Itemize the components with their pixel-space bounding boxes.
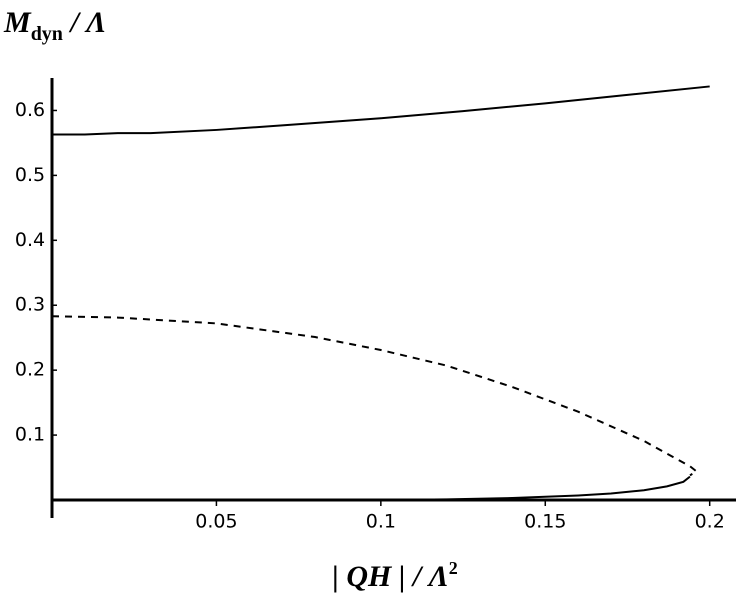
- x-tick-label: 0.2: [695, 511, 725, 533]
- series-line: [51, 315, 699, 477]
- x-tick-label: 0.1: [366, 511, 396, 533]
- y-label-rest: / Λ: [63, 6, 106, 39]
- y-tick-label: 0.6: [15, 99, 45, 121]
- y-tick-label: 0.1: [15, 424, 45, 446]
- y-tick-label: 0.5: [15, 164, 45, 186]
- series-line: [52, 85, 710, 136]
- y-tick-label: 0.3: [15, 294, 45, 316]
- y-label-main: M: [3, 6, 32, 39]
- x-label-sup: 2: [449, 558, 458, 578]
- y-tick-label: 0.2: [15, 359, 45, 381]
- x-axis-label: | QH | / Λ2: [332, 558, 458, 593]
- x-label-main: | QH | / Λ: [332, 560, 449, 593]
- y-label-sub: dyn: [31, 23, 63, 45]
- x-tick-label: 0.15: [524, 511, 566, 533]
- y-axis-label: Mdyn / Λ: [3, 6, 106, 45]
- x-tick-label: 0.05: [195, 511, 237, 533]
- series-line: [52, 475, 691, 501]
- y-tick-label: 0.4: [15, 229, 45, 251]
